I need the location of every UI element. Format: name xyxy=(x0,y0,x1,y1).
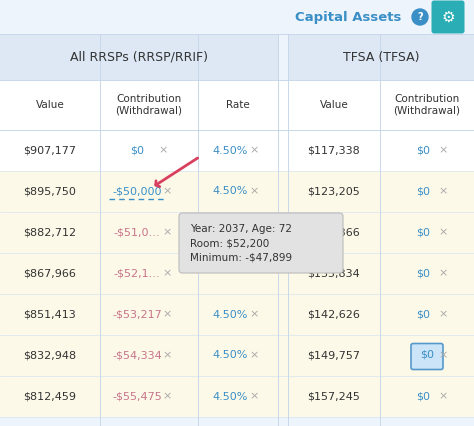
Text: ×: × xyxy=(162,268,172,279)
Text: -$54,334: -$54,334 xyxy=(112,351,162,360)
Text: $812,459: $812,459 xyxy=(24,391,76,401)
Text: $157,245: $157,245 xyxy=(308,391,360,401)
Text: ×: × xyxy=(438,391,447,401)
Text: ×: × xyxy=(162,351,172,360)
Bar xyxy=(288,34,474,80)
Bar xyxy=(0,34,278,80)
Text: ×: × xyxy=(438,268,447,279)
Bar xyxy=(0,130,474,171)
Text: $895,750: $895,750 xyxy=(24,187,76,196)
Text: ×: × xyxy=(438,187,447,196)
Bar xyxy=(0,294,474,335)
Text: ×: × xyxy=(162,187,172,196)
Text: $867,966: $867,966 xyxy=(24,268,76,279)
Text: ×: × xyxy=(438,310,447,320)
Text: -$52,1…: -$52,1… xyxy=(114,268,160,279)
Text: $0: $0 xyxy=(420,349,434,360)
Text: -$50,000: -$50,000 xyxy=(112,187,162,196)
Text: ×: × xyxy=(249,146,259,155)
Bar xyxy=(0,335,474,376)
Text: Rate: Rate xyxy=(226,100,250,110)
Text: 4.50%: 4.50% xyxy=(212,146,248,155)
Text: Year: 2037, Age: 72
Room: $52,200
Minimum: -$47,899: Year: 2037, Age: 72 Room: $52,200 Minimu… xyxy=(190,224,292,262)
Text: Contribution
(Withdrawal): Contribution (Withdrawal) xyxy=(393,94,461,116)
Text: $129,366: $129,366 xyxy=(308,227,360,238)
Text: Capital Assets: Capital Assets xyxy=(295,11,401,23)
Text: $0: $0 xyxy=(416,391,430,401)
Text: 4.50%: 4.50% xyxy=(212,310,248,320)
Text: $0: $0 xyxy=(416,187,430,196)
Text: ×: × xyxy=(162,391,172,401)
Text: ×: × xyxy=(438,146,447,155)
Text: Value: Value xyxy=(319,100,348,110)
Circle shape xyxy=(412,9,428,25)
Text: $117,338: $117,338 xyxy=(308,146,360,155)
Text: $907,177: $907,177 xyxy=(24,146,76,155)
Text: ×: × xyxy=(249,310,259,320)
Text: ×: × xyxy=(438,351,447,360)
Text: 4.50%: 4.50% xyxy=(212,391,248,401)
Text: ×: × xyxy=(249,187,259,196)
Text: $0: $0 xyxy=(416,146,430,155)
Text: TFSA (TFSA): TFSA (TFSA) xyxy=(343,51,419,63)
Text: Value: Value xyxy=(36,100,64,110)
Bar xyxy=(0,80,474,130)
Bar xyxy=(0,171,474,212)
Text: $832,948: $832,948 xyxy=(23,351,77,360)
Text: -$55,475: -$55,475 xyxy=(112,391,162,401)
Bar xyxy=(0,376,474,417)
Text: $0: $0 xyxy=(416,310,430,320)
FancyBboxPatch shape xyxy=(431,0,465,34)
Text: ×: × xyxy=(438,227,447,238)
Text: $882,712: $882,712 xyxy=(23,227,77,238)
Text: 4.50%: 4.50% xyxy=(212,187,248,196)
Text: -$53,217: -$53,217 xyxy=(112,310,162,320)
Text: All RRSPs (RRSP/RRIF): All RRSPs (RRSP/RRIF) xyxy=(70,51,208,63)
Text: 4.50%: 4.50% xyxy=(212,351,248,360)
Bar xyxy=(0,253,474,294)
Text: $0: $0 xyxy=(130,146,144,155)
Text: ×: × xyxy=(249,351,259,360)
Text: Contribution
(Withdrawal): Contribution (Withdrawal) xyxy=(116,94,182,116)
Text: ×: × xyxy=(162,310,172,320)
Text: ?: ? xyxy=(417,12,423,22)
Text: $149,757: $149,757 xyxy=(308,351,361,360)
Text: $0: $0 xyxy=(416,268,430,279)
FancyBboxPatch shape xyxy=(179,213,343,273)
Text: $135,834: $135,834 xyxy=(308,268,360,279)
Text: ⚙: ⚙ xyxy=(441,9,455,25)
Text: $123,205: $123,205 xyxy=(308,187,360,196)
Text: $142,626: $142,626 xyxy=(308,310,360,320)
FancyBboxPatch shape xyxy=(411,343,443,369)
Bar xyxy=(0,212,474,253)
Bar xyxy=(0,0,474,34)
Text: $0: $0 xyxy=(416,227,430,238)
Text: ×: × xyxy=(162,227,172,238)
Text: ×: × xyxy=(158,146,168,155)
Text: $851,413: $851,413 xyxy=(24,310,76,320)
Text: -$51,0…: -$51,0… xyxy=(114,227,160,238)
Text: ×: × xyxy=(249,391,259,401)
